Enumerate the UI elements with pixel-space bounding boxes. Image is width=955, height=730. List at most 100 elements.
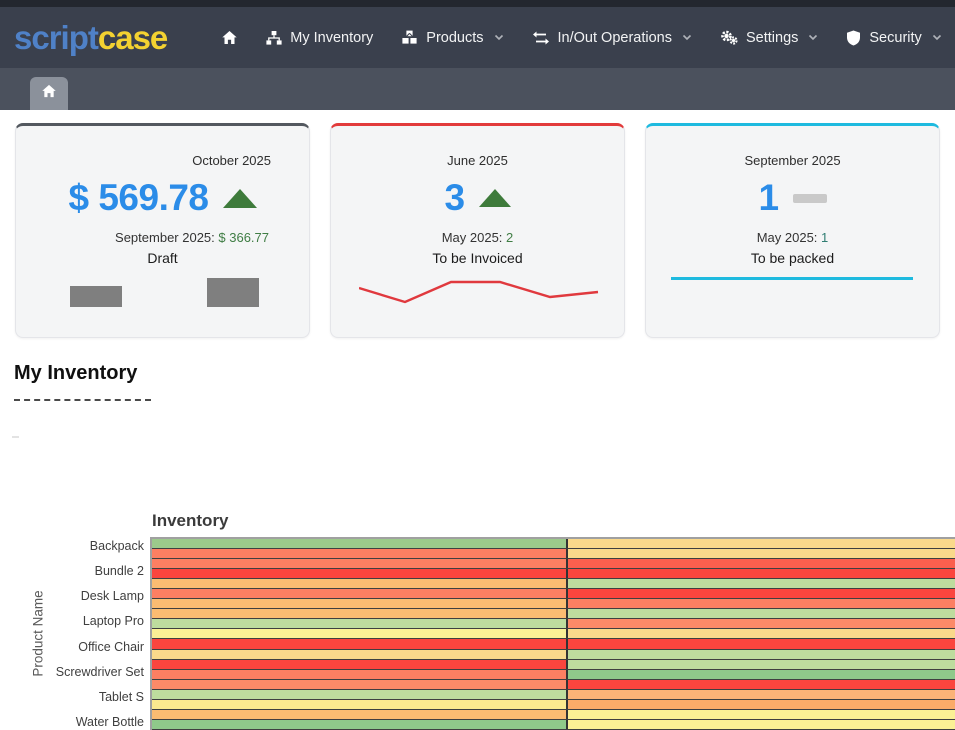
logo-part-script: script bbox=[14, 19, 98, 56]
heatmap-row bbox=[152, 559, 955, 569]
heatmap-cell-left bbox=[152, 579, 568, 588]
card-period: September 2025 bbox=[646, 153, 939, 168]
heatmap-ytick: Backpack bbox=[0, 539, 148, 553]
chevron-down-icon bbox=[808, 34, 818, 41]
card-value-row: $ 569.78 bbox=[16, 176, 309, 220]
sitemap-icon bbox=[266, 31, 282, 45]
card-compare: September 2025: $ 366.77 bbox=[16, 230, 309, 245]
inventory-section-header: My Inventory bbox=[0, 338, 955, 401]
heatmap-grid bbox=[150, 537, 955, 730]
spark-bar bbox=[70, 286, 122, 307]
heatmap-cell-left bbox=[152, 670, 568, 679]
card-status: Draft bbox=[16, 250, 309, 266]
nav-item-in-out-operations[interactable]: In/Out Operations bbox=[522, 22, 702, 54]
page: scriptcase My Inventory Products In/Out … bbox=[0, 0, 955, 730]
heatmap-cell-right bbox=[568, 660, 955, 669]
heatmap-row bbox=[152, 599, 955, 609]
card-line-sparkline bbox=[359, 279, 599, 309]
heatmap-ytick: Water Bottle bbox=[0, 715, 148, 729]
card-draft: October 2025 $ 569.78 September 2025: $ … bbox=[15, 123, 310, 338]
compare-value: 2 bbox=[506, 230, 513, 245]
card-compare: May 2025: 1 bbox=[646, 230, 939, 245]
nav-item-label: My Inventory bbox=[290, 30, 373, 46]
heatmap-cell-right bbox=[568, 680, 955, 689]
nav-item-label: Products bbox=[426, 30, 483, 46]
heatmap-ytick-layer: BackpackBundle 2Desk LampLaptop ProOffic… bbox=[0, 537, 148, 730]
heatmap-row bbox=[152, 710, 955, 720]
nav-item-home[interactable] bbox=[211, 22, 248, 53]
heatmap-cell-left bbox=[152, 700, 568, 709]
heatmap-row bbox=[152, 569, 955, 579]
stray-dash bbox=[12, 436, 19, 438]
scriptcase-logo[interactable]: scriptcase bbox=[14, 19, 167, 57]
heatmap-cell-right bbox=[568, 539, 955, 548]
logo-part-case: case bbox=[98, 19, 167, 56]
heatmap-cell-right bbox=[568, 609, 955, 618]
card-flat-sparkline bbox=[671, 277, 913, 280]
heatmap-cell-right bbox=[568, 559, 955, 568]
heatmap-cell-right bbox=[568, 619, 955, 628]
heatmap-row bbox=[152, 629, 955, 639]
home-icon bbox=[221, 30, 238, 45]
nav-item-products[interactable]: Products bbox=[391, 22, 513, 54]
heatmap-cell-left bbox=[152, 660, 568, 669]
card-value: 3 bbox=[444, 177, 464, 219]
heatmap-cell-left bbox=[152, 559, 568, 568]
compare-label: September 2025: bbox=[115, 230, 215, 245]
trend-up-icon bbox=[479, 189, 511, 207]
heatmap-cell-right bbox=[568, 589, 955, 598]
sparkline-path bbox=[359, 282, 598, 302]
compare-value: $ 366.77 bbox=[218, 230, 269, 245]
nav-items: My Inventory Products In/Out Operations … bbox=[211, 22, 955, 54]
heatmap-cell-right bbox=[568, 639, 955, 648]
heatmap-row bbox=[152, 660, 955, 670]
heatmap-cell-left bbox=[152, 589, 568, 598]
heatmap-row bbox=[152, 609, 955, 619]
card-period: June 2025 bbox=[331, 153, 624, 168]
trend-up-icon bbox=[223, 189, 257, 208]
card-to-be-invoiced: June 2025 3 May 2025: 2 To be Invoiced bbox=[330, 123, 625, 338]
heatmap-row bbox=[152, 589, 955, 599]
heatmap-cell-left bbox=[152, 539, 568, 548]
main-navbar: scriptcase My Inventory Products In/Out … bbox=[0, 7, 955, 68]
heatmap-ytick: Screwdriver Set bbox=[0, 665, 148, 679]
card-value: $ 569.78 bbox=[68, 177, 208, 219]
heatmap-row bbox=[152, 720, 955, 730]
heatmap-cell-right bbox=[568, 700, 955, 709]
heatmap-ytick: Office Chair bbox=[0, 640, 148, 654]
heatmap-cell-left bbox=[152, 609, 568, 618]
heatmap-cell-right bbox=[568, 549, 955, 558]
heatmap-row bbox=[152, 639, 955, 649]
heatmap-cell-left bbox=[152, 720, 568, 729]
chevron-down-icon bbox=[682, 34, 692, 41]
heatmap-cell-left bbox=[152, 569, 568, 578]
heatmap-cell-left bbox=[152, 599, 568, 608]
heatmap-cell-left bbox=[152, 639, 568, 648]
heatmap-cell-left bbox=[152, 680, 568, 689]
heatmap-cell-right bbox=[568, 670, 955, 679]
heatmap-row bbox=[152, 579, 955, 589]
heatmap-cell-right bbox=[568, 579, 955, 588]
nav-item-label: Security bbox=[869, 30, 921, 46]
heatmap-cell-left bbox=[152, 619, 568, 628]
section-title: My Inventory bbox=[14, 362, 955, 385]
card-value-row: 3 bbox=[331, 176, 624, 220]
summary-cards: October 2025 $ 569.78 September 2025: $ … bbox=[0, 110, 955, 338]
heatmap-row bbox=[152, 700, 955, 710]
heatmap-row bbox=[152, 670, 955, 680]
nav-item-settings[interactable]: Settings bbox=[710, 22, 828, 54]
tab-home[interactable] bbox=[30, 77, 68, 110]
heatmap-cell-right bbox=[568, 599, 955, 608]
heatmap-cell-right bbox=[568, 710, 955, 719]
heatmap-row bbox=[152, 539, 955, 549]
top-strip bbox=[0, 0, 955, 7]
card-period: October 2025 bbox=[16, 153, 309, 168]
chart-title: Inventory bbox=[152, 511, 229, 531]
nav-item-security[interactable]: Security bbox=[836, 22, 951, 54]
heatmap-row bbox=[152, 549, 955, 559]
heatmap-cell-right bbox=[568, 690, 955, 699]
heatmap-cell-left bbox=[152, 690, 568, 699]
card-status: To be packed bbox=[646, 250, 939, 266]
gears-icon bbox=[720, 30, 738, 45]
nav-item-my-inventory[interactable]: My Inventory bbox=[256, 22, 383, 54]
